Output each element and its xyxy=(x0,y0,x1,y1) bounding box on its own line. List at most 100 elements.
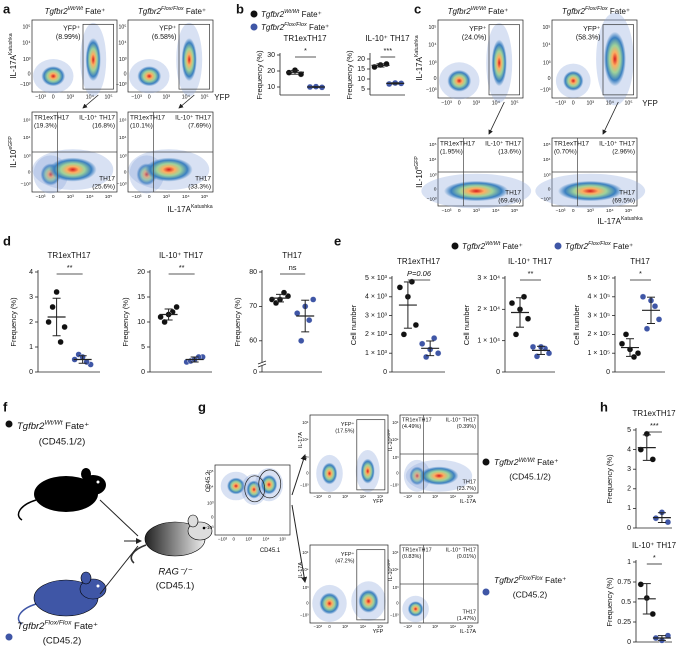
flow-y-tick: 10³ xyxy=(543,60,551,66)
flow-density xyxy=(246,480,262,499)
flow-y-tick: 10⁵ xyxy=(118,25,126,31)
data-point xyxy=(520,293,528,300)
y-tick-label: 15 xyxy=(137,294,145,301)
y-tick-label: 0.75 xyxy=(617,579,631,586)
suffix: Fate⁺ xyxy=(486,7,508,16)
y-tick-label: 0 xyxy=(383,369,387,376)
gate xyxy=(602,24,634,96)
y-tick-label: 15 xyxy=(357,66,365,73)
y-tick-label: 20 xyxy=(267,68,275,75)
recipient-label: RAG⁻/⁻ xyxy=(158,567,192,578)
gate-arrow xyxy=(178,94,195,109)
y-tick-label: 4 xyxy=(627,446,631,453)
y-tick-label: 10 xyxy=(267,84,275,91)
y-tick-label: 0 xyxy=(496,369,500,376)
flow-density xyxy=(419,466,459,486)
axis-label-sup: eGFP xyxy=(387,428,391,438)
data-point xyxy=(643,325,651,332)
flow-x-tick: 10⁴ xyxy=(606,208,614,214)
gate-name: IL-10⁺ TH17 xyxy=(599,141,635,148)
data-point xyxy=(524,315,532,322)
flow-y-tick: −10³ xyxy=(204,525,214,530)
genotype-label: Tgfbr2Flox/Flox Fate⁺ xyxy=(494,575,567,585)
flow-y-tick: 0 xyxy=(434,186,437,192)
flow-y-tick: −10³ xyxy=(116,82,127,88)
y-tick-label: 5 xyxy=(361,86,365,93)
gate-percent: (24.0%) xyxy=(462,35,487,42)
y-tick-label: 3 xyxy=(29,294,33,301)
flow-y-tick: −10³ xyxy=(390,612,399,617)
allele: Flox/Flox xyxy=(161,7,184,13)
data-point xyxy=(173,303,180,311)
y-axis-label: Frequency (%) xyxy=(9,297,18,347)
y-axis-label: Frequency (%) xyxy=(605,577,614,627)
y-tick-label: 1 × 10⁴ xyxy=(477,338,500,345)
y-axis-label: Frequency (%) xyxy=(605,454,614,504)
flow-density xyxy=(447,69,472,92)
significance-label: P=0.06 xyxy=(407,269,432,278)
y-tick-label: 0 xyxy=(141,369,145,376)
flow-y-tick: 10³ xyxy=(23,57,31,63)
flow-x-tick: 10³ xyxy=(472,100,480,106)
axis-label-sup: Katushka xyxy=(9,33,15,55)
y-tick-label: 0 xyxy=(29,369,33,376)
flow-density xyxy=(319,592,340,615)
gate-name: YFP⁺ xyxy=(341,421,355,428)
allele: Flox/Flox xyxy=(585,7,608,13)
flow-y-tick: 10⁵ xyxy=(392,420,399,425)
gene: Tgfbr2 xyxy=(565,242,589,251)
flow-y-tick: 10³ xyxy=(119,57,127,63)
transfer-arrows xyxy=(99,499,142,595)
flow-y-tick: 10⁴ xyxy=(119,135,127,141)
significance-label: ns xyxy=(289,263,297,272)
gene: Tgfbr2 xyxy=(261,23,285,32)
genotype-label: Tgfbr2Wt/Wt Fate⁺ xyxy=(448,7,509,16)
gene: Tgfbr2 xyxy=(17,621,45,632)
axis-label: YFP xyxy=(214,93,230,102)
y-tick-label: 60 xyxy=(249,338,257,345)
genotype-label: Tgfbr2Wt/Wt Fate⁺ xyxy=(462,242,523,251)
suffix: Fate⁺ xyxy=(299,10,321,19)
axis-label-main: IL-10 xyxy=(388,568,394,581)
gate xyxy=(82,23,114,90)
flow-x-tick: 10⁵ xyxy=(105,194,112,200)
flow-x-tick: 10⁵ xyxy=(377,624,384,629)
gate-percent: (25.6%) xyxy=(92,184,115,191)
y-tick-label: 3 × 10³ xyxy=(365,312,388,319)
gate xyxy=(356,419,386,491)
axis-label: IL-17AKatushka xyxy=(9,33,19,78)
flow-x-tick: 10³ xyxy=(586,100,594,106)
axis-label-main: CD45.2 xyxy=(206,471,212,492)
donor-label: (CD45.2) xyxy=(513,589,548,599)
flow-density xyxy=(227,477,245,495)
gate-percent: (0.39%) xyxy=(457,424,476,430)
flow-x-tick: 10³ xyxy=(245,536,252,541)
flow-density xyxy=(407,601,424,617)
panel-letter: c xyxy=(414,1,421,16)
legend-swatch xyxy=(5,420,13,428)
flow-y-tick: −10³ xyxy=(117,181,127,187)
y-axis-label: Frequency (%) xyxy=(255,50,264,100)
gate-percent: (69.5%) xyxy=(612,198,635,205)
axis-label: YFP xyxy=(373,499,384,505)
flow-x-tick: −10³ xyxy=(35,94,46,100)
flow-y-tick: 10⁵ xyxy=(392,550,399,555)
flow-x-tick: 10⁵ xyxy=(467,624,474,629)
flow-x-tick: −10³ xyxy=(556,208,566,214)
y-tick-label: 70 xyxy=(249,303,257,310)
allele: Wt/Wt xyxy=(485,242,501,248)
flow-x-tick: 0 xyxy=(458,100,461,106)
axis-label: IL-17A xyxy=(460,499,477,505)
legend-swatch xyxy=(451,242,459,250)
y-tick-label: 5 xyxy=(141,344,145,351)
flow-density xyxy=(181,38,197,82)
y-axis-label: Frequency (%) xyxy=(121,297,130,347)
y-axis-label: Cell number xyxy=(462,304,471,345)
y-tick-label: 1 xyxy=(627,505,631,512)
flow-y-tick: 10⁴ xyxy=(542,42,550,48)
flow-density xyxy=(49,157,97,182)
axis-label-main: YFP xyxy=(214,93,230,102)
axis-label-main: IL-17A xyxy=(460,629,477,635)
gate-name: YFP⁺ xyxy=(341,551,355,558)
flow-density xyxy=(85,38,101,82)
